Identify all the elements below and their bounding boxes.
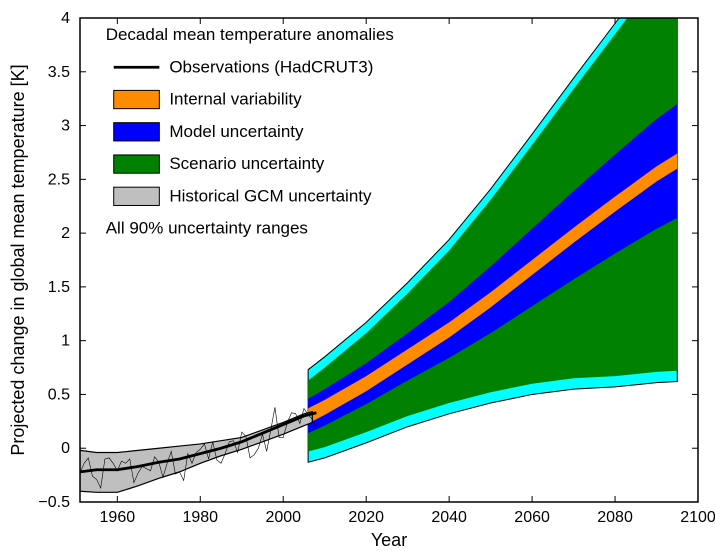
legend-item-label: Historical GCM uncertainty [169, 186, 372, 205]
legend-swatch [114, 155, 160, 173]
x-tick-label: 2040 [431, 509, 467, 526]
x-axis-label: Year [371, 530, 407, 550]
x-tick-label: 2020 [348, 509, 384, 526]
y-axis-label: Projected change in global mean temperat… [8, 64, 28, 455]
x-tick-label: 1960 [100, 509, 136, 526]
legend-annotation: All 90% uncertainty ranges [106, 219, 308, 238]
temperature-projection-chart: 1960 1980 2000 2020 2040 2060 2080 2100 −0.5 0 0.5… [0, 0, 715, 551]
y-tick-label: 4 [61, 10, 70, 27]
y-tick-label: −0.5 [38, 494, 70, 511]
y-tick-label: 0 [61, 440, 70, 457]
y-tick-label: 1.5 [48, 279, 70, 296]
y-tick-label: 1 [61, 333, 70, 350]
legend-swatch [114, 123, 160, 141]
legend-swatch [114, 187, 160, 205]
legend-item-label: Scenario uncertainty [169, 154, 324, 173]
x-tick-label: 1980 [182, 509, 218, 526]
y-tick-label: 0.5 [48, 386, 70, 403]
y-tick-label: 2.5 [48, 171, 70, 188]
y-tick-label: 3.5 [48, 64, 70, 81]
legend-title: Decadal mean temperature anomalies [106, 25, 394, 44]
x-tick-label: 2100 [680, 509, 715, 526]
y-tick-label: 3 [61, 118, 70, 135]
x-tick-label: 2060 [514, 509, 550, 526]
y-tick-label: 2 [61, 225, 70, 242]
x-tick-label: 2000 [265, 509, 301, 526]
legend-item-label: Model uncertainty [169, 122, 304, 141]
legend-item-label: Observations (HadCRUT3) [169, 57, 373, 76]
legend-item-label: Internal variability [169, 90, 302, 109]
x-tick-label: 2080 [597, 509, 633, 526]
legend-swatch [114, 90, 160, 108]
